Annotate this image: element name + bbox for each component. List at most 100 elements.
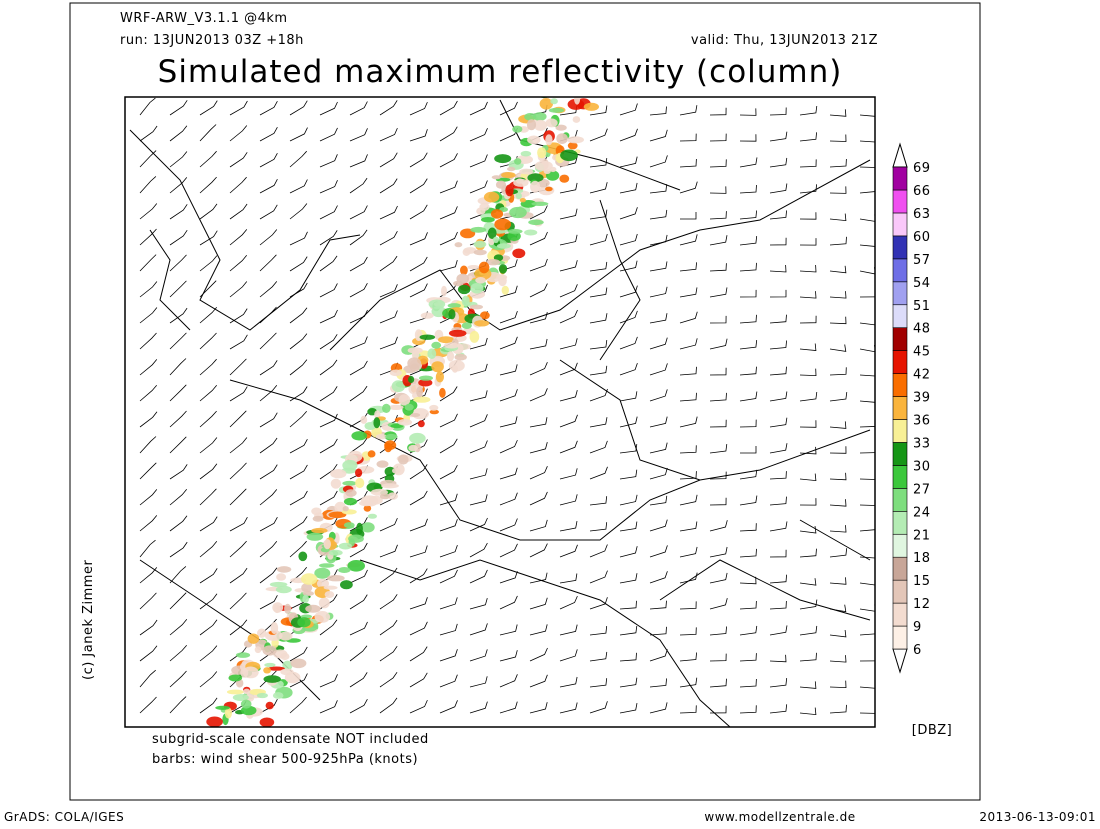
- wind-barb: [559, 182, 578, 194]
- wind-barb: [829, 629, 847, 638]
- wind-barb: [499, 310, 518, 324]
- map-frame: [124, 96, 876, 728]
- wind-barb: [439, 493, 458, 506]
- wind-barb: [289, 256, 308, 272]
- wind-barb: [559, 676, 578, 688]
- wind-barb: [199, 358, 217, 376]
- wind-barb: [559, 494, 578, 506]
- run-label: run: 13JUN2013 03Z +18h: [120, 33, 304, 48]
- wind-barb: [649, 600, 667, 610]
- wind-barb: [169, 332, 187, 350]
- echo: [409, 432, 426, 444]
- wind-barb: [469, 676, 488, 688]
- wind-barb: [799, 343, 817, 351]
- wind-barb: [229, 176, 247, 194]
- wind-barb: [709, 653, 727, 662]
- echo: [215, 705, 231, 710]
- wind-barb: [709, 520, 728, 532]
- wind-barb: [229, 488, 247, 506]
- wind-barb: [709, 597, 728, 610]
- wind-barb: [739, 653, 757, 662]
- echo: [530, 180, 541, 193]
- wind-barb: [289, 127, 308, 142]
- echo: [363, 505, 372, 512]
- wind-barb: [169, 307, 188, 324]
- colorbar-box: [892, 212, 908, 237]
- echo: [559, 174, 570, 183]
- wind-barb: [739, 576, 757, 585]
- wind-barb: [709, 678, 727, 688]
- wind-barb: [529, 674, 548, 688]
- wind-barb: [799, 132, 817, 142]
- wind-barb: [829, 548, 848, 558]
- wind-barb: [619, 469, 638, 480]
- wind-barb: [739, 366, 757, 376]
- echo: [548, 107, 565, 113]
- wind-barb: [649, 442, 668, 454]
- wind-barb: [139, 669, 156, 688]
- frame: [69, 2, 981, 801]
- wind-barb: [139, 176, 157, 194]
- wind-barb: [769, 654, 787, 663]
- wind-barb: [619, 573, 638, 584]
- wind-barb: [349, 177, 368, 194]
- footer-center: www.modellzentrale.de: [704, 810, 855, 824]
- colorbar-box: [892, 465, 908, 489]
- wind-barb: [289, 386, 308, 402]
- wind-barb: [319, 463, 338, 480]
- echo: [398, 394, 411, 406]
- echo: [305, 604, 321, 613]
- title: Simulated maximum reflectivity (column): [158, 54, 843, 90]
- wind-barb: [619, 703, 638, 714]
- wind-barb: [409, 283, 428, 298]
- wind-barb: [289, 490, 308, 506]
- wind-barb: [769, 704, 788, 714]
- wind-barb: [589, 261, 608, 272]
- wind-barb: [469, 101, 488, 116]
- wind-barb: [559, 208, 578, 220]
- echo: [524, 229, 538, 236]
- wind-barb: [769, 471, 787, 480]
- wind-barb: [199, 516, 218, 532]
- wind-barb: [259, 489, 278, 506]
- wind-barb: [169, 696, 187, 714]
- wind-barb: [499, 389, 518, 402]
- wind-barb: [169, 125, 188, 142]
- echo: [531, 201, 549, 206]
- wind-barb: [439, 259, 458, 272]
- wind-barb: [649, 234, 668, 246]
- wind-barb: [649, 626, 667, 636]
- wind-barb: [229, 100, 248, 116]
- wind-barb: [319, 386, 338, 402]
- wind-barb: [709, 263, 727, 272]
- echo: [519, 198, 527, 203]
- wind-barb: [199, 645, 218, 662]
- echo: [389, 369, 402, 377]
- wind-barb: [469, 337, 488, 350]
- echo: [302, 594, 310, 604]
- colorbar-end: [892, 648, 908, 674]
- echo: [543, 168, 551, 174]
- wind-barb: [709, 367, 727, 376]
- wind-barb: [259, 517, 278, 532]
- wind-barb: [229, 437, 248, 454]
- wind-barb: [829, 577, 847, 585]
- wind-barb: [199, 332, 217, 350]
- echo: [443, 342, 460, 349]
- wind-barb: [679, 572, 698, 584]
- wind-barb: [529, 258, 548, 272]
- wind-barb: [349, 101, 368, 116]
- wind-barb: [679, 287, 698, 298]
- wind-barb: [289, 179, 308, 194]
- wind-barb: [769, 237, 787, 246]
- wind-barb: [349, 437, 368, 454]
- echo: [263, 667, 271, 674]
- wind-barb: [169, 254, 187, 272]
- valid-label: valid: Thu, 13JUN2013 21Z: [691, 33, 878, 48]
- wind-barb: [529, 388, 548, 402]
- wind-barb: [829, 291, 847, 299]
- echo: [330, 469, 347, 479]
- wind-barb: [139, 332, 157, 350]
- wind-barb: [559, 702, 578, 714]
- wind-barb: [559, 468, 578, 480]
